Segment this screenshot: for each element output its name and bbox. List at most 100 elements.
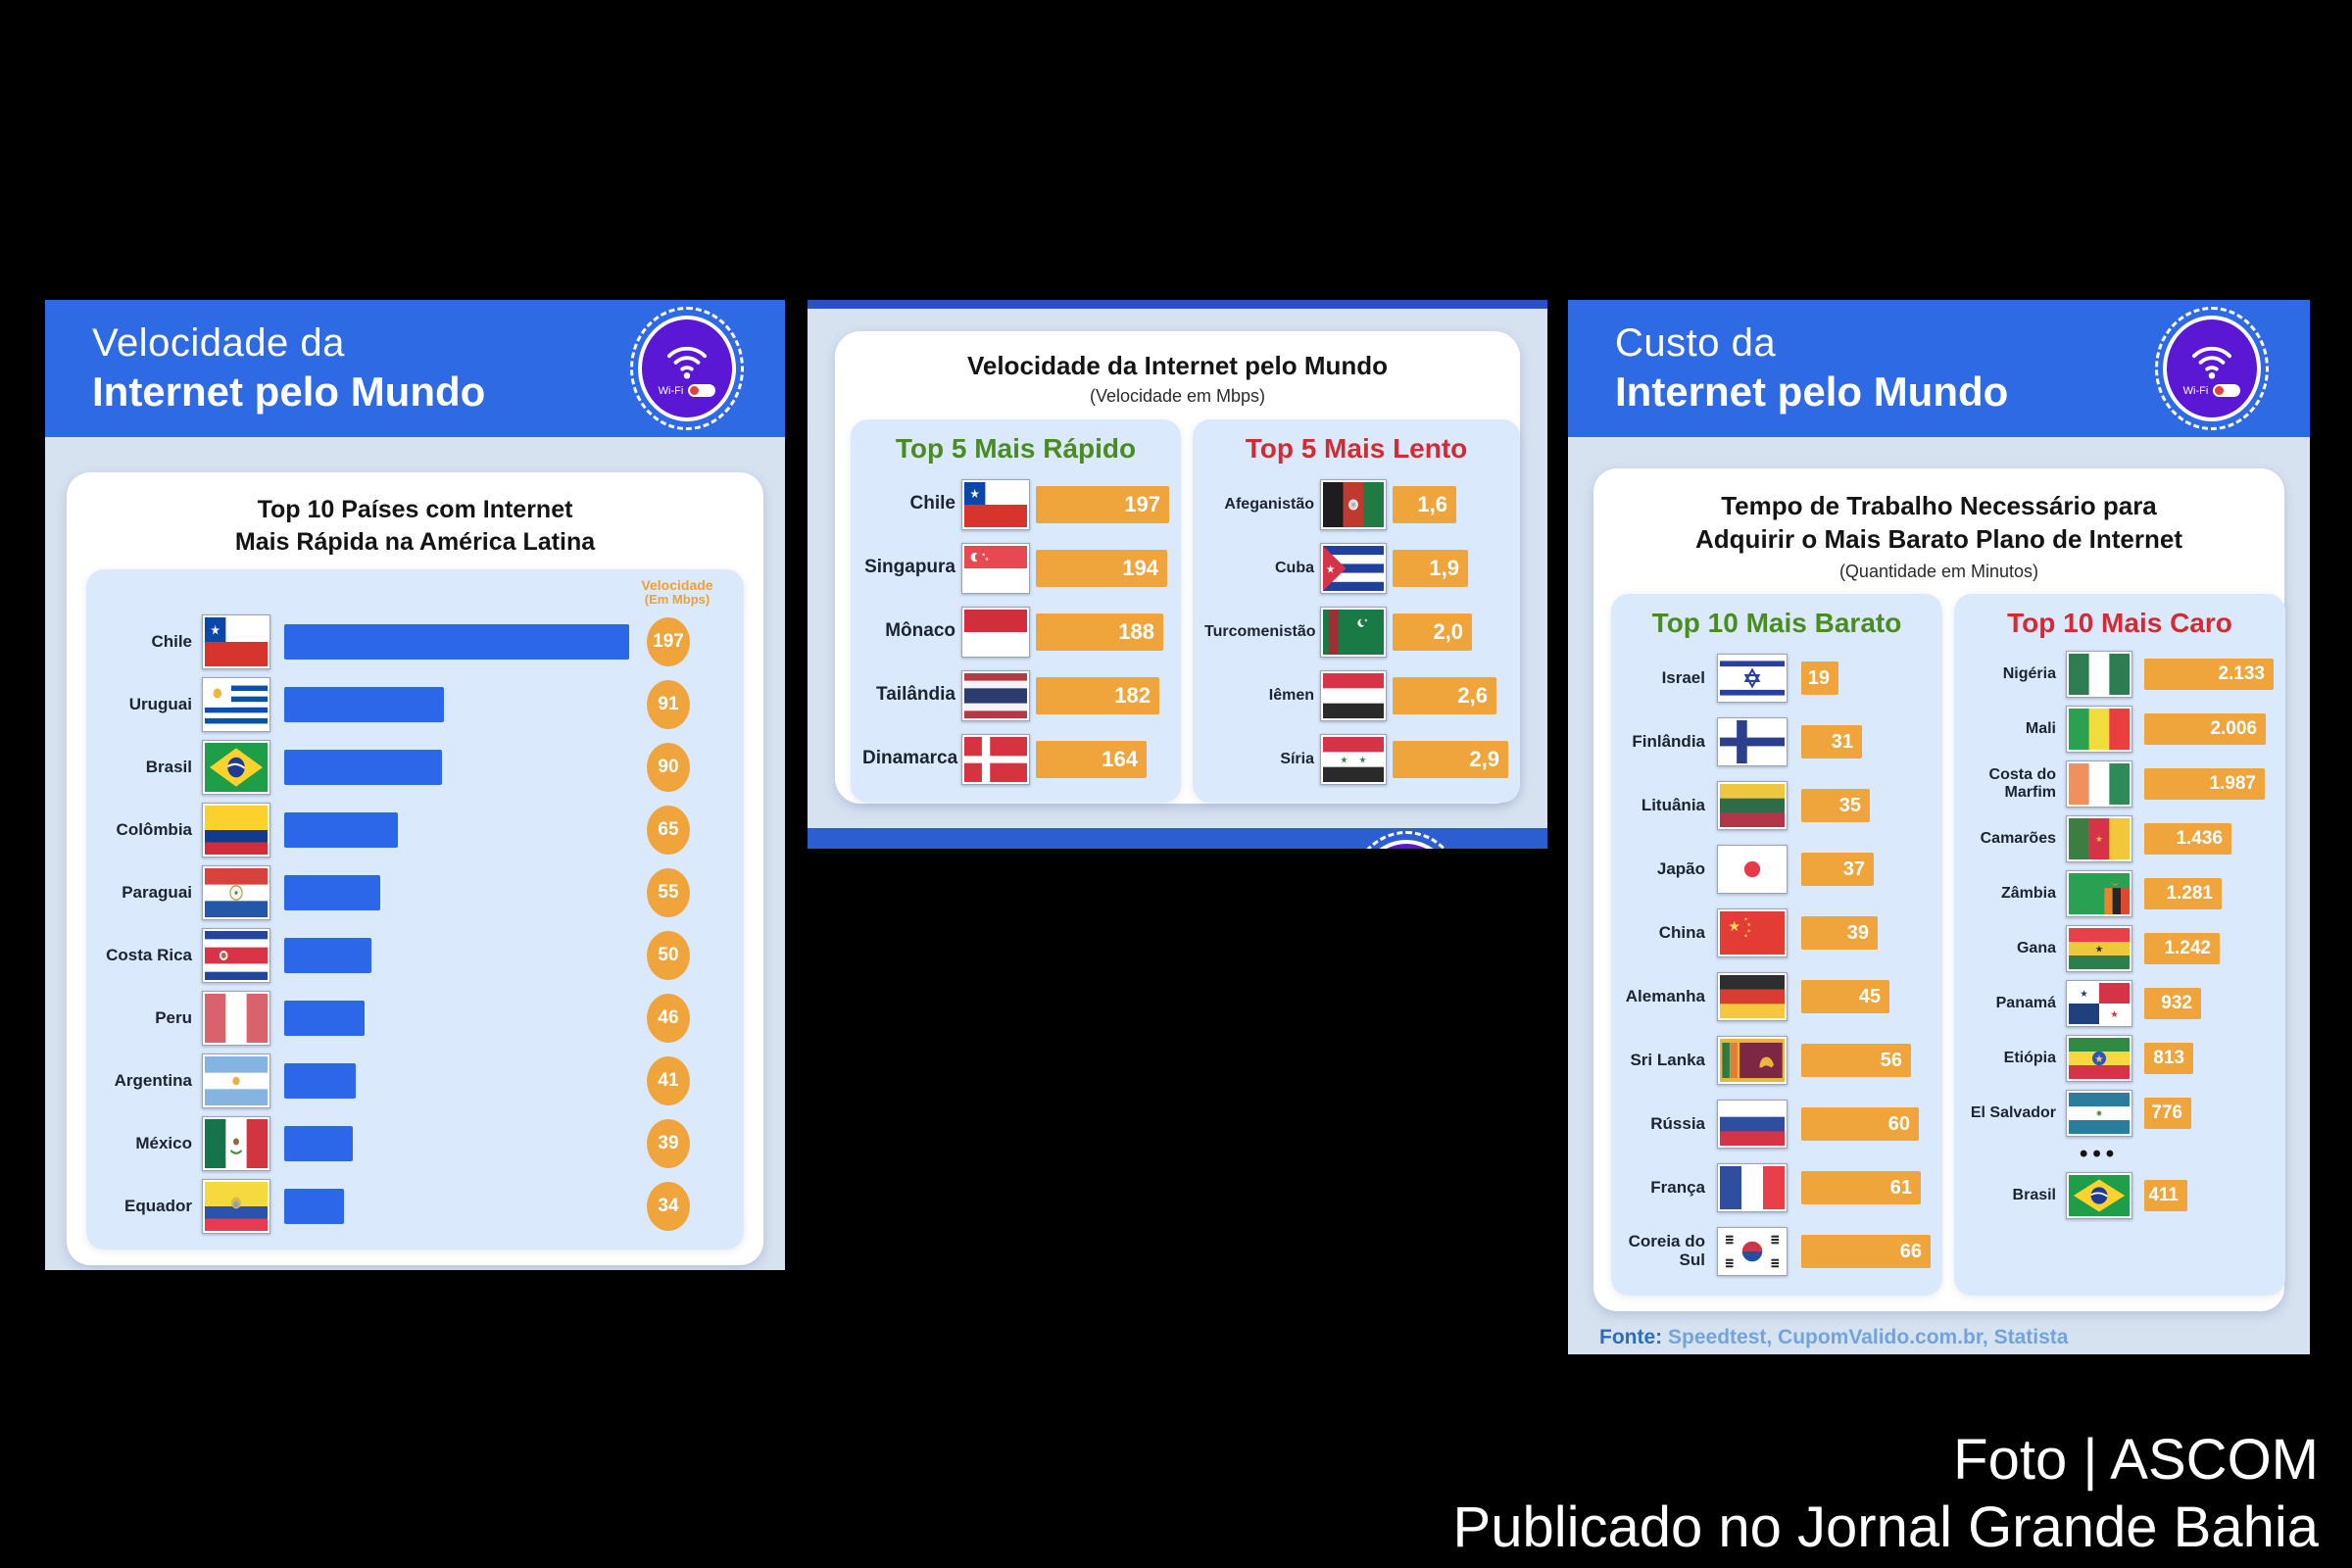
bar-track [284,1189,629,1224]
value-badge: 197 [647,617,690,666]
latam-title-line1: Top 10 Países com Internet [257,496,573,523]
bar-track: 2,9 [1393,740,1508,778]
bar-track: 1,9 [1393,549,1508,587]
fastest-column: Top 5 Mais Rápido Chile ★ 197 Singapura ★ ★ 19… [851,419,1181,803]
country-row: Dinamarca 164 [862,727,1169,791]
country-label: Gana [2016,939,2056,956]
wifi-label: Wi-Fi [2182,384,2209,397]
value-badge: 34 [647,1182,690,1231]
unit-label-line1: Velocidade [641,577,713,593]
value-bar: 2.006 [2144,712,2266,745]
bar-track: 45 [1801,980,1931,1014]
flag-mali-icon [2066,705,2132,753]
country-row: Singapura ★ ★ 194 [862,536,1169,600]
value-bar: 2,6 [1393,676,1496,714]
country-row: Paraguai 55 [102,861,730,924]
country-row: Israel 19 [1623,647,1931,710]
country-label: El Salvador [1970,1103,2056,1121]
latam-chart-rows: Chile ★ 197 Uruguai 91 Brasil 90 Colômbia 65 Para… [102,611,730,1238]
country-label: Cuba [1275,559,1314,576]
country-label: Alemanha [1625,986,1705,1005]
bar-track: 194 [1036,549,1169,587]
wifi-toggle-icon [688,384,716,397]
value-bar: 66 [1801,1235,1931,1269]
country-label: Brasil [145,757,192,776]
country-row: Camarões ★ 1.436 [1966,811,2274,866]
value-bar: 194 [1036,549,1167,587]
bar-track [284,938,629,973]
country-label: Uruguai [128,694,192,713]
bar-track [284,875,629,910]
value-badge: 50 [647,931,690,980]
fastest-title: Top 5 Mais Rápido [895,433,1137,464]
header-title-line2: Internet pelo Mundo [1615,368,2009,415]
country-row: Etiópia ★ 813 [1966,1031,2274,1086]
country-label: China [1658,922,1705,942]
country-row: Brasil 411 [1966,1168,2274,1223]
credit-line1: Foto | ASCOM [1953,1427,2319,1492]
flag-cuba-icon: ★ [1320,542,1387,594]
value-bar: 411 [2144,1179,2187,1211]
value-bar: 776 [2144,1097,2191,1129]
bar-track: 2,0 [1393,612,1508,651]
priciest-column: Top 10 Mais Caro Nigéria 2.133 Mali 2.006 Co… [1954,593,2285,1296]
value-bar [284,1189,344,1224]
flag-costa-rica-icon [202,928,270,983]
country-row: França 61 [1623,1156,1931,1220]
country-row: Costa do Marfim 1.987 [1966,757,2274,811]
country-label: Coreia do Sul [1628,1232,1705,1270]
value-bar [284,1001,365,1036]
country-row: Turcomenistão ★ 2,0 [1204,600,1508,663]
country-label: Rússia [1650,1113,1705,1133]
source-text: Speedtest, CupomValido.com.br, Statista [1668,1325,2069,1348]
country-label: Panamá [1995,994,2056,1011]
panel-cost: Custo da Internet pelo Mundo Wi-Fi Tempo… [1568,300,2310,1354]
country-label: Colômbia [116,819,192,839]
value-bar: 182 [1036,676,1159,714]
svg-text:★: ★ [2094,1053,2103,1064]
flag-japao-icon [1717,845,1788,895]
latam-chart-card: Top 10 Países com Internet Mais Rápida n… [67,472,763,1265]
bar-track: 39 [1801,916,1931,951]
bar-track: 164 [1036,740,1169,778]
value-bar [284,1063,356,1099]
cost-title-line2: Adquirir o Mais Barato Plano de Internet [1695,523,2182,554]
svg-text:★: ★ [1341,756,1348,766]
country-label: Costa Rica [106,945,192,964]
flag-gana-icon: ★ [2066,924,2132,972]
slowest-title: Top 5 Mais Lento [1245,433,1468,464]
svg-text:★: ★ [1364,617,1368,623]
flag-mexico-icon [202,1116,270,1171]
country-row: Coreia do Sul 66 [1623,1220,1931,1284]
bar-track: 31 [1801,725,1931,760]
value-bar: 1.242 [2144,932,2220,964]
bar-track [284,1126,629,1161]
bottom-strip: Wi-Fi [808,828,1547,849]
value-bar: 932 [2144,987,2201,1019]
logo-core: Wi-Fi [638,316,736,421]
country-label: Chile [151,631,192,651]
country-label: Etiópia [2003,1049,2056,1066]
svg-text:★: ★ [1746,929,1751,935]
country-label: Afeganistão [1224,495,1314,513]
country-row: Rússia 60 [1623,1093,1931,1156]
bar-track: 776 [2144,1097,2274,1129]
country-row: Chile ★ 197 [862,472,1169,536]
flag-brasil-icon [202,740,270,795]
bar-track: 2.006 [2144,712,2274,745]
country-row: Cuba ★ 1,9 [1204,536,1508,600]
flag-nigeria-icon [2066,650,2132,698]
flag-franca-icon [1717,1163,1788,1213]
value-bar: 1.281 [2144,877,2222,909]
flag-paraguai-icon [202,865,270,920]
flag-colombia-icon [202,803,270,858]
unit-label-line2: (Em Mbps) [644,592,710,608]
flag-brasil-icon [2066,1171,2132,1219]
wifi-label: Wi-Fi [658,384,684,397]
header-title-line2: Internet pelo Mundo [92,368,486,415]
value-bar: 61 [1801,1171,1921,1205]
wifi-icon [2191,346,2232,379]
svg-text:★: ★ [2110,1009,2118,1020]
bar-track: 2,6 [1393,676,1508,714]
bar-track: 56 [1801,1044,1931,1078]
